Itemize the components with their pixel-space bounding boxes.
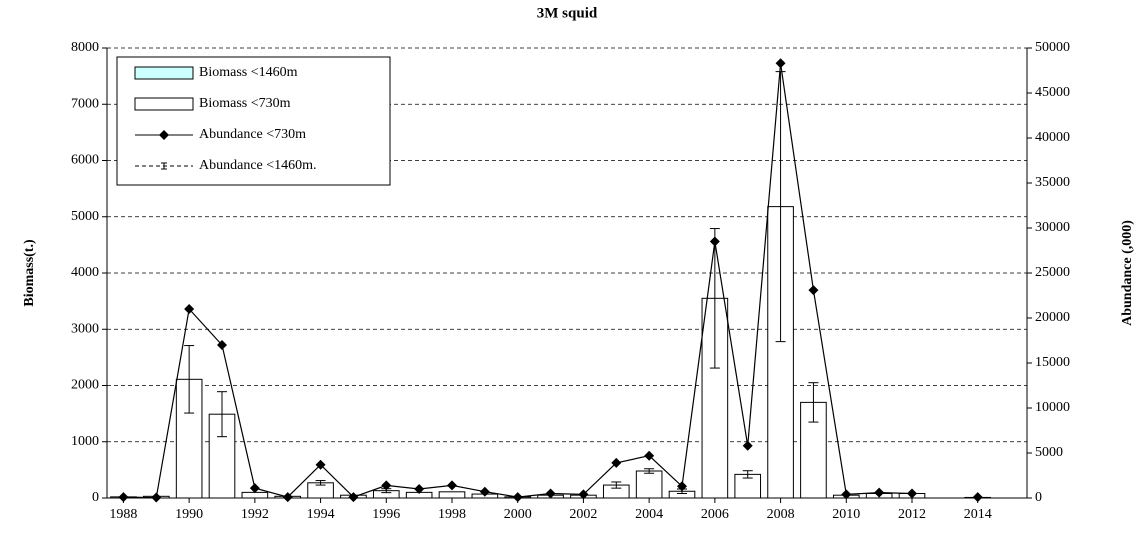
marker: [249, 483, 260, 494]
x-tick-label: 1988: [109, 507, 137, 522]
y2-tick-label: 45000: [1035, 85, 1070, 100]
marker: [348, 492, 359, 503]
x-tick-label: 2010: [832, 507, 860, 522]
chart-title: 3M squid: [537, 5, 598, 21]
error-bar: [184, 345, 195, 414]
marker: [184, 304, 195, 314]
y2-tick-label: 10000: [1035, 400, 1070, 415]
x-tick-label: 2012: [898, 507, 926, 522]
y2-tick-label: 35000: [1035, 175, 1070, 190]
legend-label: Biomass <730m: [199, 96, 291, 111]
marker: [611, 457, 622, 468]
marker: [545, 488, 556, 499]
marker: [381, 480, 392, 491]
y-axis-title: Biomass(t.): [22, 239, 37, 307]
marker: [217, 340, 227, 350]
x-tick-label: 1990: [175, 507, 203, 522]
bar: [241, 491, 269, 499]
legend-swatch: [134, 97, 194, 111]
x-tick-label: 2014: [964, 507, 992, 522]
marker: [709, 236, 720, 247]
y-tick-label: 7000: [71, 96, 99, 111]
y-tick-label: 0: [92, 490, 99, 505]
error-bar: [611, 481, 622, 489]
legend-swatch: [134, 66, 194, 80]
marker: [414, 484, 425, 494]
marker: [775, 58, 786, 69]
marker: [578, 489, 589, 500]
x-tick-label: 1994: [307, 507, 335, 522]
marker: [512, 492, 523, 503]
marker: [315, 459, 326, 470]
marker: [907, 488, 917, 499]
y-tick-label: 4000: [71, 265, 99, 280]
error-bar: [742, 470, 753, 479]
y2-tick-label: 40000: [1035, 130, 1070, 145]
legend-label: Abundance <1460m.: [199, 158, 317, 173]
y2-axis-title: Abundance (,000): [1120, 220, 1135, 326]
marker: [447, 480, 457, 491]
error-bar: [775, 71, 786, 343]
y2-tick-label: 50000: [1035, 40, 1070, 55]
y2-tick-label: 5000: [1035, 445, 1063, 460]
x-tick-label: 1996: [372, 507, 400, 522]
legend-marker: [159, 130, 169, 140]
x-tick-label: 2004: [635, 507, 663, 522]
y-tick-label: 3000: [71, 321, 99, 336]
marker: [118, 492, 129, 503]
x-tick-label: 1998: [438, 507, 466, 522]
marker: [644, 450, 655, 461]
y2-tick-label: 15000: [1035, 355, 1070, 370]
y-tick-label: 1000: [71, 434, 99, 449]
y-tick-label: 8000: [71, 40, 99, 55]
marker: [677, 481, 687, 492]
y-tick-label: 6000: [71, 153, 99, 168]
legend-marker: [161, 162, 167, 170]
marker: [742, 440, 753, 451]
x-tick-label: 2000: [504, 507, 532, 522]
marker: [972, 492, 983, 503]
y-tick-label: 2000: [71, 378, 99, 393]
marker: [479, 486, 490, 497]
x-tick-label: 2002: [569, 507, 597, 522]
x-tick-label: 2008: [767, 507, 795, 522]
y-tick-label: 5000: [71, 209, 99, 224]
y2-tick-label: 0: [1035, 490, 1042, 505]
marker: [282, 492, 293, 503]
legend-label: Biomass <1460m: [199, 65, 298, 80]
marker: [841, 489, 852, 500]
bar: [635, 470, 663, 499]
x-tick-label: 1992: [241, 507, 269, 522]
y2-tick-label: 25000: [1035, 265, 1070, 280]
marker: [874, 487, 885, 498]
error-bar: [808, 382, 819, 423]
error-bar: [217, 391, 227, 438]
x-tick-label: 2006: [701, 507, 729, 522]
y2-tick-label: 30000: [1035, 220, 1070, 235]
error-bar: [644, 468, 655, 474]
legend-label: Abundance <730m: [199, 127, 306, 142]
bar: [438, 491, 466, 499]
marker: [808, 285, 819, 296]
error-bar: [709, 228, 720, 369]
y2-tick-label: 20000: [1035, 310, 1070, 325]
error-bar: [315, 480, 326, 486]
